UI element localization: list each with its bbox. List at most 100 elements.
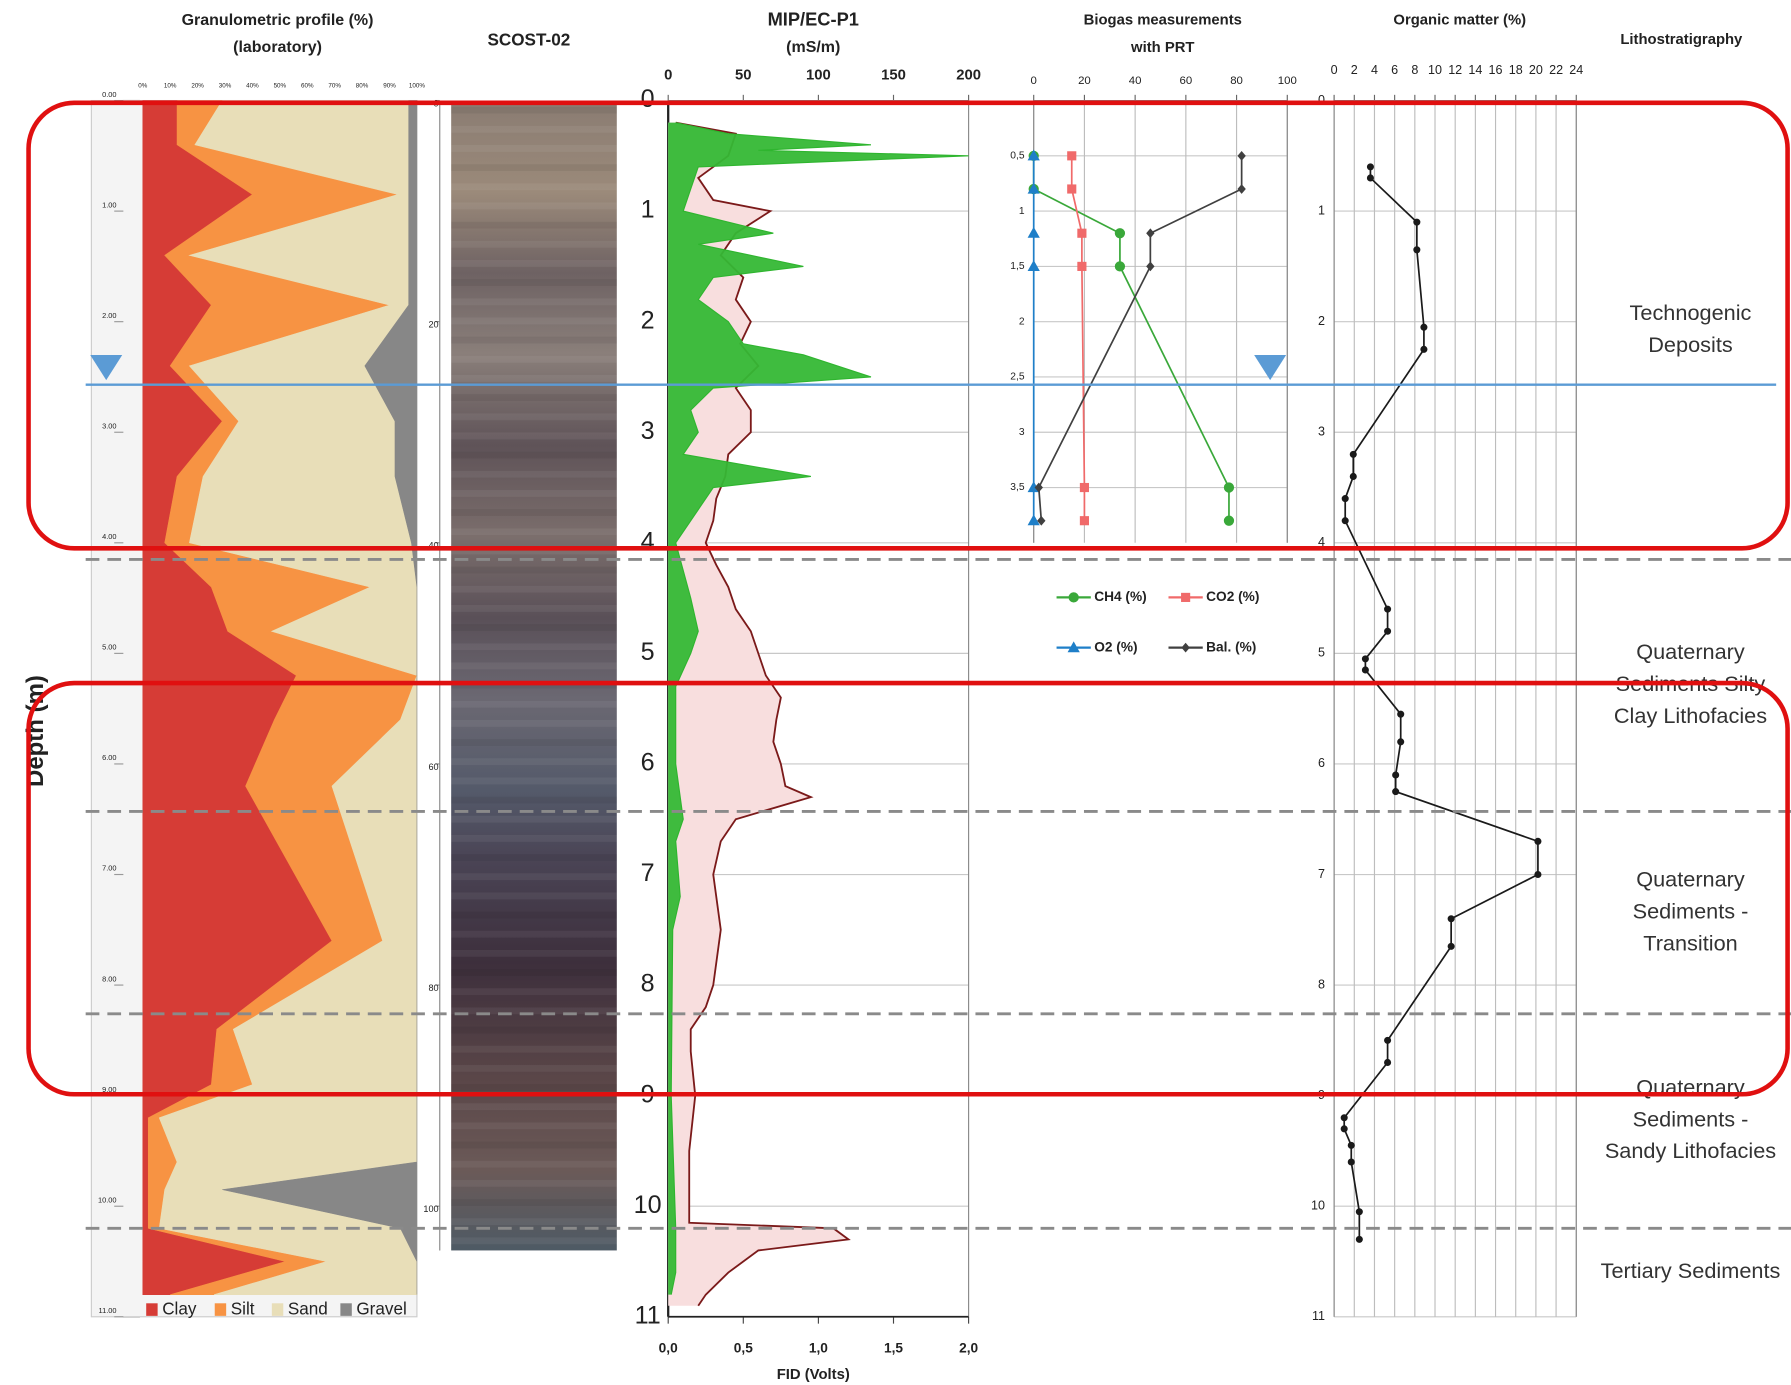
chart-subtitle: with PRT (1130, 40, 1194, 56)
y-tick-label: 3 (1318, 425, 1325, 439)
y-tick-label: 0 (641, 85, 655, 113)
x-tick-label: 20% (191, 82, 204, 89)
y-tick-label: 6 (1318, 756, 1325, 770)
legend-label: Sand (288, 1299, 328, 1319)
y-tick-label: 3 (1019, 427, 1025, 438)
x-tick-label: 20 (1529, 63, 1543, 77)
legend-swatch (340, 1303, 351, 1316)
legend-swatch (215, 1303, 226, 1316)
y-tick-label: 10.00 (98, 1195, 117, 1204)
marker (1448, 943, 1454, 949)
x2-tick-label: 2,0 (959, 1341, 978, 1356)
marker (1421, 346, 1427, 352)
marker (1398, 711, 1404, 717)
marker (1068, 185, 1076, 193)
x-tick-label: 70% (328, 82, 341, 89)
water-table-symbol (1254, 355, 1286, 380)
y-tick-label: 10 (1311, 1199, 1325, 1213)
y-tick-label: 1 (1019, 206, 1025, 217)
marker (1080, 517, 1088, 525)
legend-swatch (146, 1303, 157, 1316)
marker (1029, 228, 1039, 237)
y-tick-label: 0,5 (1010, 151, 1025, 162)
y-tick-label: 4.00 (102, 532, 116, 541)
unit-label: Tertiary Sediments (1599, 1193, 1782, 1353)
y-tick-label: 0.00 (102, 90, 116, 99)
y-tick-label: 8.00 (102, 974, 116, 983)
y-tick-label: 3 (641, 417, 655, 445)
x-tick-label: 50% (274, 82, 287, 89)
x-tick-label: 100% (409, 82, 425, 89)
marker (1342, 496, 1348, 502)
x-tick-label: 10 (1428, 63, 1442, 77)
x-tick-label: 12 (1448, 63, 1462, 77)
y-tick-label: 1 (1318, 203, 1325, 217)
marker (1393, 772, 1399, 778)
x-tick-label: 2 (1351, 63, 1358, 77)
y-tick-label: 10 (634, 1191, 662, 1219)
x-tick-label: 10% (164, 82, 177, 89)
x-axis-title: FID (Volts) (777, 1367, 850, 1383)
legend-label: Bal. (%) (1206, 639, 1256, 654)
x-tick-label: 90% (383, 82, 396, 89)
x-tick-label: 30% (219, 82, 232, 89)
marker (1238, 152, 1245, 160)
marker (1038, 517, 1045, 525)
marker (1224, 483, 1233, 492)
y-tick-label: 8 (1318, 977, 1325, 991)
y-tick-label: 6 (641, 749, 655, 777)
x-tick-label: 80 (1230, 75, 1243, 87)
marker (1535, 872, 1541, 878)
x-tick-label: 0 (1331, 63, 1338, 77)
y-tick-label: 2 (1019, 316, 1025, 327)
marker (1029, 516, 1039, 525)
legend-label: Clay (162, 1299, 197, 1319)
marker (1115, 262, 1124, 271)
marker (1080, 484, 1088, 492)
x-tick-label: 0 (1031, 75, 1037, 87)
chart-subtitle: (laboratory) (233, 39, 322, 56)
y-tick-label: 11.00 (99, 1306, 117, 1315)
marker (1385, 1037, 1391, 1043)
marker (1182, 593, 1190, 601)
unit-label-box: Tertiary Sediments (1599, 1193, 1782, 1353)
x-tick-label: 60 (1180, 75, 1193, 87)
marker (1421, 324, 1427, 330)
unit-label: Technogenic Deposits (1599, 250, 1782, 410)
line (1344, 167, 1538, 1239)
marker (1069, 593, 1078, 602)
x-tick-label: 14 (1468, 63, 1482, 77)
marker (1147, 229, 1154, 237)
marker (1356, 1236, 1362, 1242)
chart-title: Granulometric profile (%) (182, 12, 374, 29)
x-tick-label: 4 (1371, 63, 1378, 77)
marker (1362, 656, 1368, 662)
marker (1147, 262, 1154, 270)
y-tick-label: 1,5 (1010, 261, 1025, 272)
marker (1224, 516, 1233, 525)
y-tick-label: 2 (641, 306, 655, 334)
x-tick-label: 8 (1411, 63, 1418, 77)
chart-title: SCOST-02 (487, 30, 570, 50)
y-tick-label: 2.00 (102, 311, 116, 320)
y-tick-label: 5.00 (102, 643, 116, 652)
marker (1341, 1126, 1347, 1132)
marker (1078, 262, 1086, 270)
x-tick-label: 100 (1278, 75, 1297, 87)
chart-title: MIP/EC-P1 (768, 8, 859, 29)
x-tick-label: 50 (735, 67, 752, 83)
y-tick-label: 1 (641, 196, 655, 224)
marker (1341, 1115, 1347, 1121)
y-tick-label: 5 (641, 638, 655, 666)
chart-title: Biogas measurements (1084, 13, 1242, 29)
x-tick-label: 22 (1549, 63, 1563, 77)
figure: Granulometric profile (%)(laboratory)Dep… (0, 0, 1791, 1385)
chart-title: Organic matter (%) (1393, 13, 1526, 29)
y-tick-label: 100 (423, 1204, 438, 1214)
x-tick-label: 24 (1569, 63, 1583, 77)
y-tick-label: 7 (1318, 867, 1325, 881)
marker (1385, 628, 1391, 634)
legend-label: CO2 (%) (1206, 589, 1259, 604)
y-tick-label: 4 (641, 527, 655, 555)
plot-area: Granulometric profile (%)(laboratory)Dep… (22, 8, 1791, 1383)
